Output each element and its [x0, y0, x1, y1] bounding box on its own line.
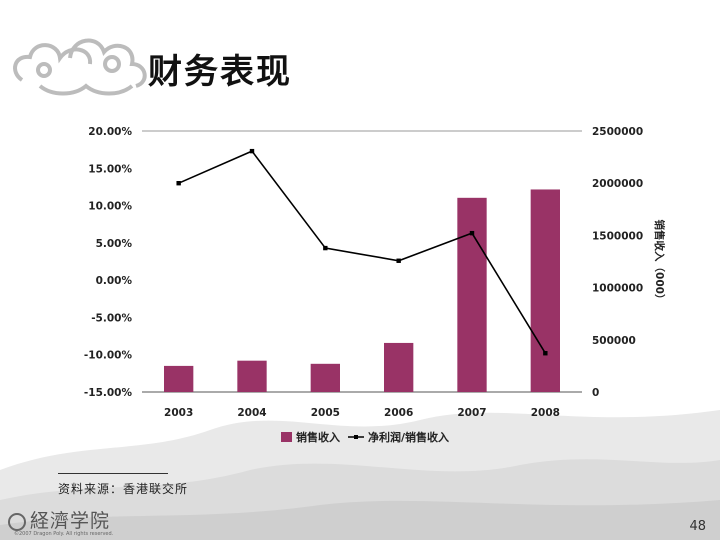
line-point: [543, 351, 548, 356]
y-left-tick-label: -5.00%: [91, 312, 132, 324]
y-right-tick-label: 1500000: [592, 230, 643, 242]
line-series: [178, 150, 547, 354]
chart: 20.00% 15.00% 10.00% 5.00% 0.00% -5.00% -10.00…: [84, 126, 666, 444]
source-divider: [58, 473, 168, 474]
legend-line-marker: [354, 435, 358, 439]
line-point: [323, 245, 328, 251]
x-tick-label: 2004: [237, 407, 266, 419]
x-tick-label: 2006: [384, 407, 413, 419]
line-point: [176, 181, 181, 186]
source-note: 资料来源：香港联交所: [58, 482, 189, 496]
bar: [310, 363, 340, 392]
line-point: [249, 148, 255, 154]
y-left-tick-label: 10.00%: [88, 201, 132, 213]
legend-label-bar: 销售收入: [296, 430, 340, 444]
logo-mark-icon: [8, 513, 26, 531]
y-left-tick-label: 20.00%: [88, 126, 132, 138]
y-right-tick-label: 0: [592, 387, 599, 399]
logo-text: 経濟学院: [30, 510, 111, 532]
bar: [457, 197, 487, 392]
legend-bar-swatch: [281, 432, 292, 442]
y-right-tick-label: 500000: [592, 335, 636, 347]
x-tick-label: 2008: [531, 407, 560, 419]
y-right-tick-label: 2500000: [592, 126, 643, 138]
y-right-tick-label: 1000000: [592, 283, 643, 295]
copyright: ©2007 Dragon Poly. All rights reserved.: [14, 531, 114, 537]
cloud-ornament-icon: [13, 38, 147, 96]
line-point: [396, 258, 401, 263]
page-title: 财务表现: [148, 52, 292, 92]
x-tick-label: 2007: [457, 407, 486, 419]
y-left-tick-label: 5.00%: [96, 238, 133, 250]
y-left-tick-label: 0.00%: [96, 275, 133, 287]
y-left-tick-label: -10.00%: [84, 350, 133, 362]
bar: [530, 189, 560, 392]
y-left-tick-label: 15.00%: [88, 163, 132, 175]
bar: [237, 360, 267, 392]
x-tick-label: 2005: [311, 407, 340, 419]
y-left-tick-label: -15.00%: [84, 387, 133, 399]
y-right-axis-label: 销售收入（000）: [653, 220, 666, 305]
page-number: 48: [689, 519, 706, 534]
bar: [164, 365, 194, 392]
legend-label-line: 净利润/销售收入: [368, 430, 449, 444]
y-right-tick-label: 2000000: [592, 178, 643, 190]
x-tick-label: 2003: [164, 407, 193, 419]
line-point: [469, 230, 475, 236]
logo: 経濟学院: [8, 506, 110, 533]
bar: [384, 342, 414, 392]
